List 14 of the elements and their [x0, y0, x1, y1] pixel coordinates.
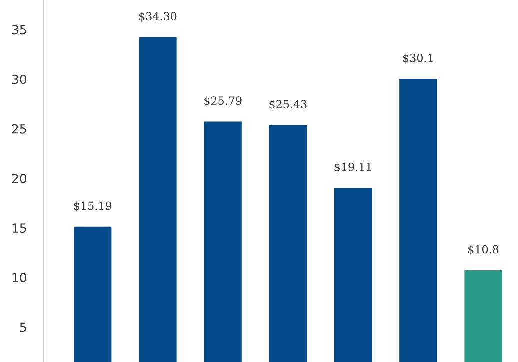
data-label: $15.19	[74, 202, 112, 212]
data-label: $10.8	[468, 245, 499, 256]
data-label: $30.1	[403, 54, 433, 64]
y-tick-label: 25	[12, 124, 26, 134]
y-tick-label: 5	[20, 322, 26, 332]
y-tick-label: 35	[12, 25, 26, 35]
data-label: $25.79	[204, 96, 242, 107]
data-label: $34.30	[139, 12, 177, 22]
data-label: $25.43	[270, 100, 307, 110]
y-tick-label: 20	[12, 174, 27, 184]
data-label: $19.11	[334, 162, 372, 173]
y-tick-label: 30	[12, 74, 27, 84]
y-tick-label: 10	[12, 273, 27, 283]
y-tick-label: 15	[12, 224, 26, 234]
